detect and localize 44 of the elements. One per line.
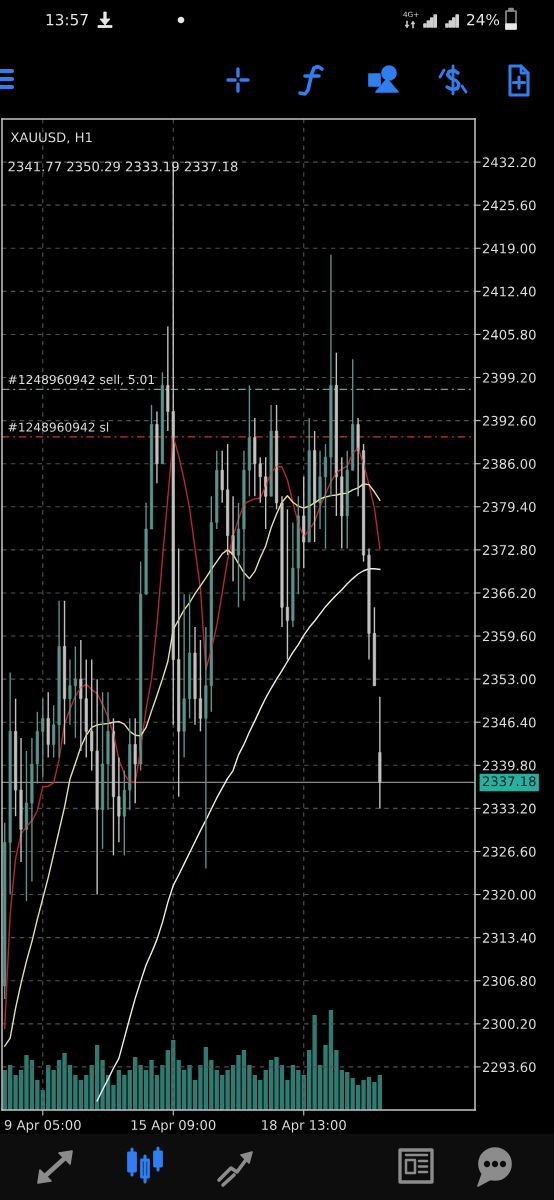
x-tick-label: 18 Apr 13:00	[262, 1119, 346, 1133]
candlestick	[133, 717, 137, 804]
candlestick	[351, 358, 355, 471]
y-tick-label: 2366.20	[482, 588, 536, 599]
text: 2341.77 2350.29 2333.19 2337.18	[8, 161, 238, 172]
candlestick	[345, 449, 349, 550]
y-tick-label: 2326.60	[482, 846, 536, 857]
y-tick-label: 2392.60	[482, 415, 536, 426]
y-tick-label: 2306.80	[482, 975, 536, 986]
y-tick-label: 2320.00	[482, 889, 536, 900]
y-tick-label: 2405.80	[482, 329, 536, 340]
y-tick-label: 2386.00	[482, 458, 536, 469]
y-tick-label: 2372.80	[482, 545, 536, 556]
y-tick-label: 2300.20	[482, 1019, 536, 1030]
candlestick	[41, 698, 45, 778]
y-tick-label: 2313.40	[482, 932, 536, 943]
y-tick-label: 2425.60	[482, 200, 536, 211]
text: XAUUSD, H1	[10, 132, 92, 144]
text: 13:57	[46, 13, 88, 26]
candlestick	[177, 547, 181, 798]
y-tick-label: 2379.40	[482, 502, 536, 512]
y-tick-label: 2333.20	[482, 803, 536, 814]
x-tick-label: 15 Apr 09:00	[131, 1119, 216, 1133]
candlestick	[215, 449, 219, 530]
candlestick	[302, 476, 306, 569]
line-series	[96, 568, 381, 1102]
candlestick	[340, 456, 344, 550]
candlestick	[122, 769, 126, 857]
ref-line-label: 2337.18	[482, 776, 536, 787]
y-tick-label: 2399.20	[482, 372, 536, 383]
text: 24%	[467, 13, 500, 26]
candlestick	[128, 717, 132, 811]
y-tick-label: 2412.40	[482, 286, 536, 297]
candlestick	[46, 691, 50, 759]
y-tick-label: 2419.00	[482, 243, 536, 254]
y-tick-label: 2359.60	[482, 631, 536, 642]
y-tick-label: 2293.60	[482, 1062, 536, 1073]
y-tick-label: 2339.80	[482, 760, 536, 771]
ref-line-label: #1248960942 sl	[8, 422, 109, 432]
y-tick-label: 2432.20	[482, 157, 536, 168]
ref-line-label: #1248960942 sell, 5.01	[8, 374, 154, 386]
x-tick-label: 9 Apr 05:00	[4, 1119, 81, 1133]
y-tick-label: 2346.40	[482, 717, 536, 728]
y-tick-label: 2353.00	[482, 674, 536, 685]
